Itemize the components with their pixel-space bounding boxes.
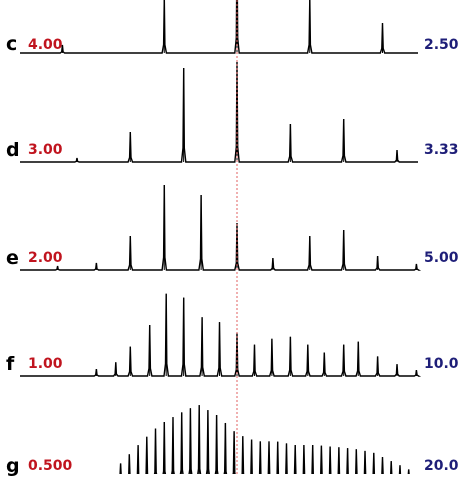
spectrum-panel-d — [20, 61, 418, 163]
left-value-f: 1.00 — [28, 356, 63, 372]
spectrum-trace-f — [20, 293, 422, 377]
panel-label-f: f — [6, 353, 15, 375]
left-value-c: 4.00 — [28, 37, 63, 53]
right-value-c: 2.50 — [424, 37, 459, 53]
right-value-g: 20.0 — [424, 458, 459, 474]
right-value-d: 3.33 — [424, 142, 459, 158]
spectrum-trace-e — [20, 184, 422, 271]
spectrum-panel-c — [20, 0, 418, 54]
spectrum-trace-c — [20, 0, 418, 54]
spectrum-panel-g — [119, 405, 410, 474]
panel-label-g: g — [6, 455, 20, 477]
left-value-d: 3.00 — [28, 142, 63, 158]
left-value-g: 0.500 — [28, 458, 73, 474]
spectrum-panel-e — [20, 184, 422, 271]
spectrum-panel-f — [20, 293, 422, 377]
right-value-e: 5.00 — [424, 250, 459, 266]
left-value-e: 2.00 — [28, 250, 63, 266]
panel-label-d: d — [6, 139, 20, 161]
right-value-f: 10.0 — [424, 356, 459, 372]
panel-label-e: e — [6, 247, 19, 269]
spectrum-trace-g — [119, 405, 410, 474]
spectrum-trace-d — [20, 61, 418, 163]
panel-label-c: c — [6, 33, 18, 55]
